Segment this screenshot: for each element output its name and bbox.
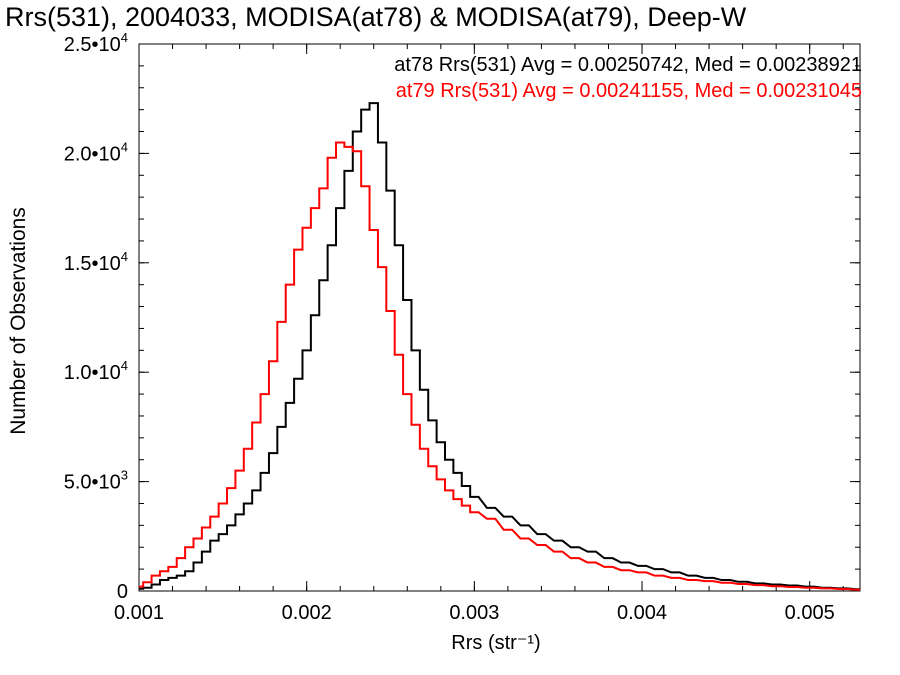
x-tick-labels: 0.001 0.002 0.003 0.004 0.005 bbox=[114, 602, 835, 624]
y-tick-label: 1.0•104 bbox=[64, 358, 128, 384]
series-line-at78 bbox=[139, 102, 860, 591]
plot-area bbox=[138, 43, 861, 592]
y-tick-label: 0 bbox=[117, 581, 128, 603]
x-tick-label: 0.003 bbox=[449, 602, 499, 624]
x-tick-label: 0.004 bbox=[617, 602, 667, 624]
legend-entry-at79: at79 Rrs(531) Avg = 0.00241155, Med = 0.… bbox=[396, 80, 862, 102]
x-tick-label: 0.005 bbox=[785, 602, 835, 624]
y-tick-label: 1.5•104 bbox=[64, 249, 128, 275]
axis-ticks bbox=[138, 43, 860, 592]
y-tick-labels: 0 5.0•103 1.0•104 1.5•104 2.0•104 2.5•104 bbox=[64, 30, 128, 603]
legend-entry-at78: at78 Rrs(531) Avg = 0.00250742, Med = 0.… bbox=[394, 54, 862, 76]
x-tick-label: 0.002 bbox=[282, 602, 332, 624]
x-axis-title: Rrs (str⁻¹) bbox=[451, 632, 540, 654]
y-axis-title: Number of Observations bbox=[7, 207, 30, 435]
y-tick-label: 2.5•104 bbox=[64, 30, 128, 56]
x-tick-label: 0.001 bbox=[114, 602, 164, 624]
plot-frame bbox=[138, 43, 861, 592]
y-tick-label: 2.0•104 bbox=[64, 139, 128, 165]
y-tick-label: 5.0•103 bbox=[64, 468, 128, 494]
series-line-at79 bbox=[139, 141, 860, 591]
legend: at78 Rrs(531) Avg = 0.00250742, Med = 0.… bbox=[394, 54, 862, 102]
chart-title: Rrs(531), 2004033, MODISA(at78) & MODISA… bbox=[5, 2, 747, 32]
series-layer bbox=[139, 102, 860, 591]
